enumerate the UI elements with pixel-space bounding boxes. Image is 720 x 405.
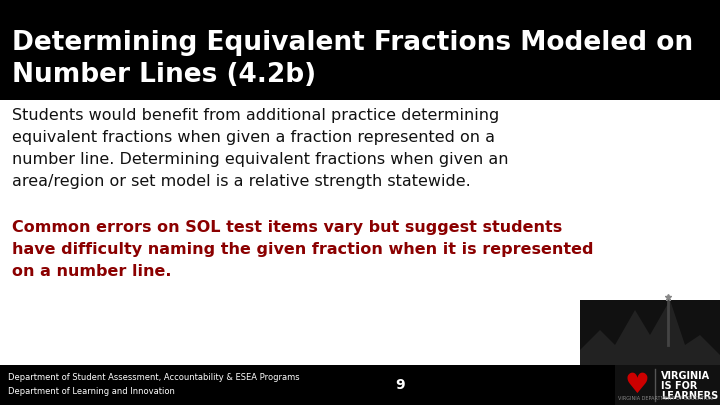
Text: have difficulty naming the given fraction when it is represented: have difficulty naming the given fractio…	[12, 242, 593, 257]
Text: Number Lines (4.2b): Number Lines (4.2b)	[12, 62, 316, 88]
Text: Department of Learning and Innovation: Department of Learning and Innovation	[8, 387, 175, 396]
Text: ♥: ♥	[624, 371, 649, 399]
Bar	[580, 300, 720, 365]
Bar	[0, 100, 720, 365]
Text: number line. Determining equivalent fractions when given an: number line. Determining equivalent frac…	[12, 152, 508, 167]
Text: VIRGINIA DEPARTMENT OF EDUCATION: VIRGINIA DEPARTMENT OF EDUCATION	[618, 396, 713, 401]
Text: Department of Student Assessment, Accountability & ESEA Programs: Department of Student Assessment, Accoun…	[8, 373, 300, 382]
Text: LEARNERS: LEARNERS	[661, 391, 719, 401]
Text: area/region or set model is a relative strength statewide.: area/region or set model is a relative s…	[12, 174, 471, 189]
Bar	[0, 0, 720, 100]
Text: VIRGINIA: VIRGINIA	[661, 371, 710, 381]
Text: Common errors on SOL test items vary but suggest students: Common errors on SOL test items vary but…	[12, 220, 562, 235]
Bar	[615, 365, 720, 405]
Text: on a number line.: on a number line.	[12, 264, 171, 279]
Text: 9: 9	[395, 378, 405, 392]
Text: Determining Equivalent Fractions Modeled on: Determining Equivalent Fractions Modeled…	[12, 30, 693, 56]
Polygon shape	[580, 300, 720, 365]
Text: IS FOR: IS FOR	[661, 381, 698, 391]
Bar	[0, 365, 720, 405]
Text: Students would benefit from additional practice determining: Students would benefit from additional p…	[12, 108, 499, 123]
Text: equivalent fractions when given a fraction represented on a: equivalent fractions when given a fracti…	[12, 130, 495, 145]
